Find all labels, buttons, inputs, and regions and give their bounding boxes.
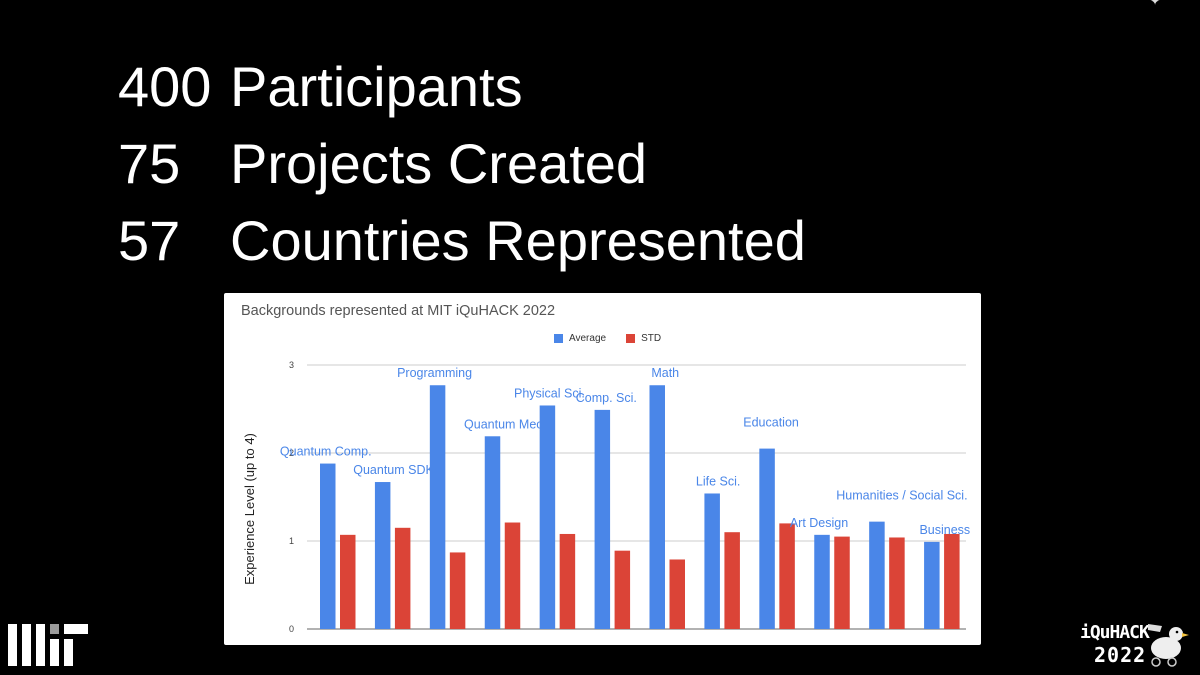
- chart-title: Backgrounds represented at MIT iQuHACK 2…: [241, 303, 556, 319]
- stat-number: 57: [118, 209, 181, 272]
- bar-std: [340, 534, 356, 629]
- legend-item-average: Average: [554, 333, 606, 344]
- bar-average: [539, 405, 556, 629]
- bar-average: [869, 521, 885, 629]
- duck-icon: [1148, 624, 1189, 667]
- legend-label: Average: [569, 333, 607, 344]
- bar-chart: 0 1 2 3 Experience Level (up to 4) Quantum Co…: [242, 360, 970, 634]
- bar-average: [814, 534, 830, 629]
- chart-legend: Average STD: [554, 333, 675, 344]
- category-label: Humanities / Social Sci.: [836, 489, 967, 503]
- y-tick-label: 1: [289, 536, 294, 546]
- legend-swatch: [626, 334, 636, 343]
- stats-block: 400 Participants 75 Projects Created 57 …: [118, 48, 806, 279]
- bar-std: [559, 533, 576, 629]
- stat-label: Countries Represented: [230, 209, 806, 272]
- event-brand: iQuHACK 2022: [1080, 622, 1150, 667]
- bar-std: [669, 559, 685, 629]
- category-label: Physical Sci.: [514, 386, 585, 400]
- category-label: Programming: [397, 366, 472, 380]
- bar-average: [704, 493, 720, 629]
- y-axis-label: Experience Level (up to 4): [242, 433, 257, 585]
- legend-swatch: [554, 334, 563, 343]
- bar-average: [759, 448, 775, 629]
- bar-std: [394, 527, 411, 629]
- category-label: Quantum Mech.: [464, 417, 553, 431]
- stat-number: 400: [118, 55, 212, 118]
- stat-label: Projects Created: [230, 132, 648, 195]
- event-name: iQuHACK: [1080, 622, 1150, 643]
- y-tick-label: 3: [289, 360, 294, 370]
- category-label: Education: [743, 416, 799, 430]
- category-label: Quantum Comp.: [280, 445, 372, 459]
- bar-average: [924, 541, 940, 629]
- y-tick-label: 2: [289, 448, 294, 458]
- legend-label: STD: [641, 333, 662, 344]
- bar-std: [944, 533, 960, 629]
- bar-average: [649, 385, 665, 629]
- y-tick-label: 0: [289, 624, 294, 634]
- bar-std: [724, 532, 740, 629]
- category-label: Art Design: [790, 516, 848, 530]
- stat-number: 75: [118, 132, 181, 195]
- stat-participants: 400 Participants: [118, 48, 806, 125]
- category-label: Life Sci.: [696, 474, 740, 488]
- bar-std: [449, 552, 466, 629]
- category-label: Business: [919, 523, 970, 537]
- event-year: 2022: [1094, 643, 1147, 667]
- bar-average: [484, 436, 501, 629]
- mit-logo: [8, 624, 88, 666]
- category-label: Comp. Sci.: [576, 391, 637, 405]
- bar-std: [834, 536, 850, 629]
- star-icon: ✦: [1150, 0, 1161, 8]
- chart-panel: 0 1 2 3 Experience Level (up to 4) Quantum Co…: [224, 293, 981, 645]
- stat-label: Participants: [230, 55, 523, 118]
- bar-std: [779, 523, 795, 629]
- bar-average: [594, 409, 611, 629]
- bar-std: [614, 550, 631, 629]
- category-label: Math: [651, 366, 679, 380]
- category-label: Quantum SDKs: [353, 463, 440, 477]
- bar-average: [374, 482, 391, 629]
- bar-average: [429, 385, 446, 629]
- legend-item-std: STD: [626, 333, 661, 344]
- bar-std: [889, 537, 905, 629]
- bar-std: [504, 522, 521, 629]
- bar-average: [320, 463, 336, 629]
- stat-countries: 57 Countries Represented: [118, 202, 806, 279]
- stat-projects: 75 Projects Created: [118, 125, 806, 202]
